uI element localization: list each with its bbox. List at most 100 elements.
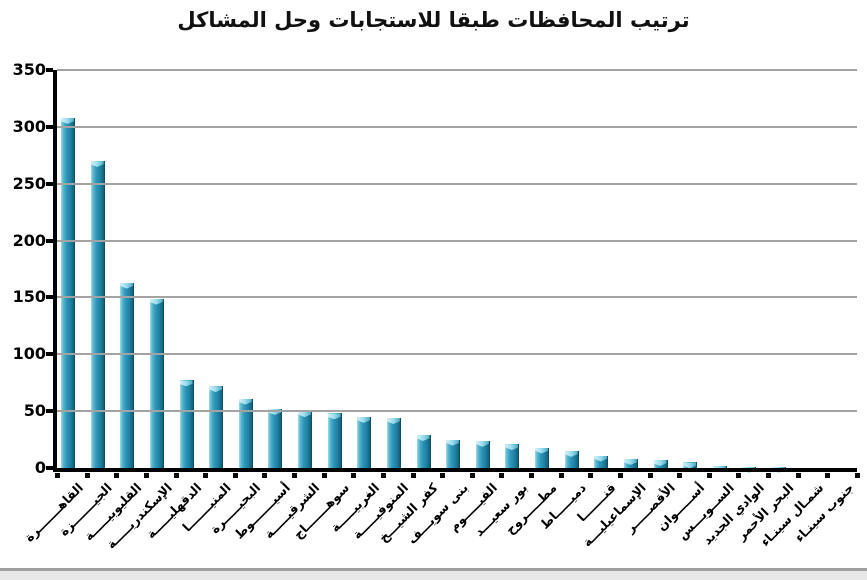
bar-slot: البحيـــــرة (207, 70, 265, 536)
bar (179, 380, 194, 468)
bar-slot: الدقهليـــــة (143, 70, 206, 541)
bar-slot: أسيـــــــوط (231, 70, 294, 542)
x-axis-tick (143, 473, 149, 478)
y-axis-tick (46, 124, 53, 129)
bar-slot: القاهـــــــرة (21, 70, 87, 545)
bar (327, 413, 342, 468)
x-axis-tick (173, 473, 179, 478)
bar (238, 398, 253, 468)
x-axis-tick (410, 473, 416, 478)
gridline (57, 69, 857, 71)
gridline (57, 182, 857, 185)
x-axis-tick (321, 473, 327, 478)
bar (683, 462, 698, 468)
x-axis-tick (706, 473, 712, 478)
bar-slot: دميـــــاط (537, 70, 591, 532)
gridline (57, 410, 857, 413)
x-axis-tick (351, 473, 357, 478)
x-axis-tick (647, 473, 653, 478)
x-axis-tick (558, 473, 564, 478)
y-axis-tick (46, 238, 53, 243)
bars-container: القاهـــــــرة الجيـــــــزة القليوبيـــــ… (21, 70, 857, 552)
bar (505, 444, 520, 468)
y-axis-label: 200 (12, 230, 46, 250)
y-axis-label: 100 (12, 344, 46, 364)
bar (475, 440, 490, 468)
bar-slot: الأقصـــــر (623, 70, 680, 535)
plot-area: القاهـــــــرة الجيـــــــزة القليوبيـــــ… (21, 68, 860, 552)
gridline (57, 296, 857, 299)
y-axis-label: 350 (12, 60, 46, 79)
y-axis-line (53, 70, 57, 472)
y-axis-label: 0 (34, 458, 46, 477)
bottom-divider-band (0, 571, 867, 580)
bar-slot: المنوفيـــــة (350, 70, 413, 542)
x-axis-tick (203, 473, 209, 478)
bar (209, 386, 224, 468)
x-axis-tick (84, 473, 90, 478)
bar-slot: المنيـــــــا (179, 70, 235, 535)
y-axis-tick (46, 68, 53, 72)
x-axis-line (53, 468, 857, 472)
bar-slot: قنـــــــا (574, 70, 620, 524)
bar (357, 416, 372, 468)
y-axis-tick (46, 466, 53, 470)
x-axis-tick (736, 473, 742, 478)
x-axis-tick (588, 473, 594, 478)
bar (61, 117, 75, 468)
x-axis-tick (114, 473, 120, 478)
bar (535, 447, 549, 468)
bar (623, 458, 638, 468)
gridline (57, 239, 857, 242)
bar (416, 435, 431, 468)
bar-slot: الشرقيـــــة (261, 70, 324, 541)
bar (653, 460, 668, 468)
bar (594, 455, 609, 468)
x-axis-tick (380, 473, 386, 478)
bar-slot: الغربيـــــة (327, 70, 383, 535)
bar (446, 439, 461, 468)
gridline (57, 125, 857, 128)
bar (268, 408, 283, 468)
bar-slot: كفر الشيـــخ (376, 70, 443, 545)
x-axis-tick (55, 473, 60, 478)
x-axis-tick (232, 473, 238, 478)
y-axis-tick (46, 181, 53, 186)
bar (772, 466, 786, 468)
x-axis-tick (499, 473, 505, 478)
x-axis-tick (825, 473, 831, 478)
bar-slot: مطـــــروح (502, 70, 561, 537)
x-axis-tick (440, 473, 446, 478)
bar-slot: أســـــوان (654, 70, 709, 534)
bar (298, 411, 312, 468)
bar-slot: الإسماعيليـــة (579, 70, 650, 549)
bar-slot: بور سعيـــد (471, 70, 531, 539)
bar (149, 298, 164, 468)
bar (120, 282, 135, 468)
bar-slot: الإسكندريـــــة (103, 70, 176, 552)
bar-slot: شمـال سينـاء (757, 70, 828, 549)
y-axis-label: 300 (12, 116, 46, 136)
bar (712, 465, 727, 468)
y-axis-tick (46, 352, 53, 357)
bar (90, 161, 105, 468)
bar (386, 418, 401, 468)
bar-slot: الفيـــــوم (446, 70, 502, 534)
bar-slot: الجيـــــــزة (56, 70, 117, 539)
chart-title: ترتيب المحافظات طبقا للاستجابات وحل المش… (177, 8, 690, 32)
x-axis-tick (292, 473, 298, 478)
y-axis-tick (46, 409, 53, 414)
bar-slot: سوهـــــــاج (290, 70, 354, 542)
bar-slot: الوادي الجديد (699, 70, 768, 547)
gridline (57, 353, 857, 356)
bottom-divider-line (0, 568, 867, 571)
bar-slot: بنى سويـــف (404, 70, 472, 547)
x-axis-tick (795, 473, 801, 478)
y-axis-tick (46, 295, 53, 300)
x-axis-tick (469, 473, 475, 478)
y-axis-label: 250 (12, 173, 46, 193)
bar-slot: جنوب سينـاء (791, 70, 857, 545)
bar-slot: الســويـــس (675, 70, 739, 542)
x-axis-tick (766, 473, 772, 478)
